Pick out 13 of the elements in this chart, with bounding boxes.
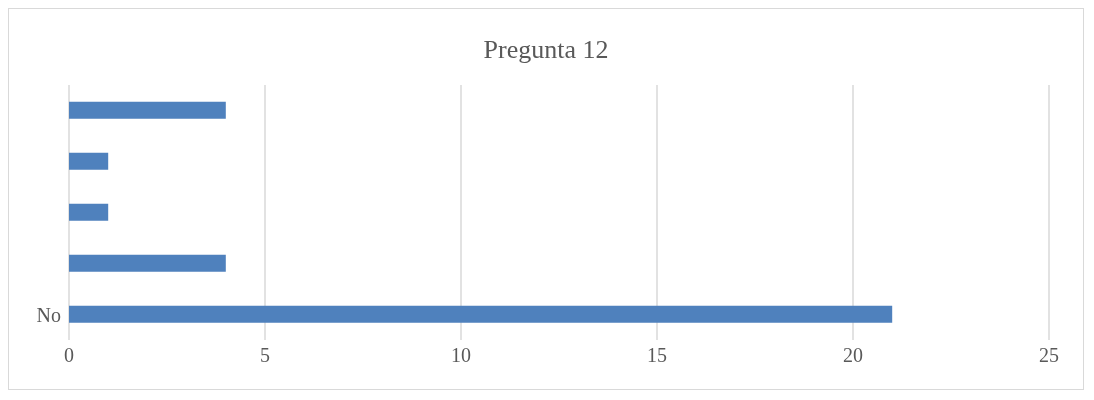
bar bbox=[69, 254, 226, 272]
chart-title: Pregunta 12 bbox=[482, 35, 610, 66]
x-tick-label: 25 bbox=[1039, 344, 1059, 367]
bar bbox=[69, 305, 893, 323]
x-tick-label: 15 bbox=[647, 344, 667, 367]
bar bbox=[69, 203, 109, 221]
x-tick-label: 10 bbox=[451, 344, 471, 367]
x-tick-label: 5 bbox=[260, 344, 270, 367]
x-tick-label: 0 bbox=[64, 344, 74, 367]
bar bbox=[69, 152, 109, 170]
x-tick-label: 20 bbox=[843, 344, 863, 367]
y-tick-label: No bbox=[36, 303, 61, 326]
bar bbox=[69, 101, 226, 119]
